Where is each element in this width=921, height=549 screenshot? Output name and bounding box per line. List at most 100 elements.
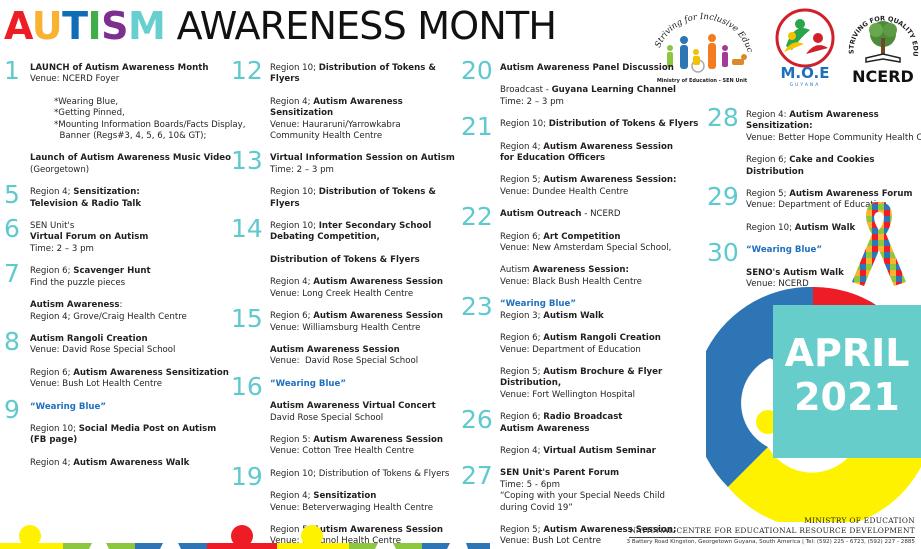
day-number: 29 [707,182,739,212]
event-title: Art Competition [543,231,621,242]
title-letter: T [62,4,88,48]
event-item: Region 4; Sensitization: Television & Rad… [30,187,233,210]
event-detail: Time: 2 – 3 pm [30,243,94,254]
event-title: (FB page) [30,435,78,446]
event-title: Launch of Autism Awareness Music Video [30,153,232,164]
event-text: Region 10; [30,423,79,434]
event-title: Autism Awareness Session; [543,524,677,535]
event-title: Autism Brochure & Flyer Distribution, [500,366,663,389]
event-item: Region 4; Autism Awareness Session for Ed… [500,142,706,165]
event-title: Distribution of Tokens & Flyers [548,119,699,130]
event-detail: Venue: Williamsburg Health Centre [270,322,421,333]
event-detail: Venue: Better Hope Community Health Cent… [746,132,921,143]
event-detail: Venue: NCERD [746,279,809,290]
title-rest: AWARENESS MONTH [165,4,557,48]
event-detail: Venue: Fort Wellington Hospital [500,389,636,400]
autism-ribbon-icon [852,202,906,286]
event-title: Sensitization [313,491,377,502]
event-item: Region 10; Distribution of Tokens & Flye… [270,469,461,480]
event-title: Autism Awareness Sensitization [270,96,403,119]
svg-text:Striving for Inclusive Educati: Striving for Inclusive Education [650,4,754,54]
day-number: 12 [231,56,263,85]
event-item: Region 4: Autism Awareness Sensitization… [746,110,921,144]
event-title: Autism Awareness Forum [789,189,913,200]
day-6: 6 SEN Unit's Virtual Forum on Autism Time: … [4,216,233,255]
day-number: 8 [4,326,20,356]
event-title: Television & Radio Talk [30,198,142,209]
event-text: Region 4; [30,457,74,468]
title-autism: AUTISM [4,4,166,48]
event-text: Region 4; [30,187,74,198]
event-title: LAUNCH of Autism Awareness Month [30,63,209,73]
event-text: Region 5; [270,524,314,535]
event-detail: David Rose Special School [270,412,384,423]
day-16: 16 “Wearing Blue” Autism Awareness Virtual… [231,373,461,458]
title-letter: A [4,4,32,48]
event-title: Autism Awareness Session [313,434,443,445]
event-item: Region 4; Autism Awareness Walk [30,458,233,469]
event-title: Autism Awareness [500,423,590,434]
event-detail: Venue: New Amsterdam Special School, [500,243,672,254]
event-text: Region 10; [270,221,319,232]
event-text: Region 6; [746,155,790,166]
event-detail: Community Health Centre [270,131,383,142]
logo-group: Striving for Inclusive Education Ministr… [650,4,921,90]
footer-ncerd: NATIONAL CENTRE FOR EDUCATIONAL RESOURCE… [629,526,915,538]
event-text: Region 5; [500,175,544,186]
day-14: 14 Region 10; Inter Secondary School Debat… [231,216,461,300]
event-detail: “Coping with your Special Needs Child [500,491,665,502]
day-number: 5 [4,180,20,210]
event-item: SEN Unit's Parent Forum Time: 5 - 6pm “Cop… [500,468,706,514]
day-number: 20 [461,56,493,85]
event-item: Region 6; Radio Broadcast Autism Awarenes… [500,412,706,435]
event-detail: Time: 2 – 3 pm [500,96,564,107]
day-29: 29 Region 5; Autism Awareness Forum Venue:… [707,184,921,234]
event-title: Guyana Learning Channel [551,85,677,96]
event-title: Autism Walk [794,222,856,233]
event-item: Launch of Autism Awareness Music Video (G… [30,153,233,176]
day-13: 13 Virtual Information Session on Autism T… [231,148,461,210]
event-text: Autism [500,265,533,276]
event-title: Autism Awareness Session [270,344,400,355]
event-text: Region 5; [500,524,544,535]
event-text: Region 6; [30,367,74,378]
day-27: 27 SEN Unit's Parent Forum Time: 5 - 6pm “C… [461,463,706,547]
day-23: 23 “Wearing Blue” Region 3; Autism Walk Reg… [461,294,706,401]
event-text: Broadcast - [500,85,552,96]
event-detail: *Getting Pinned, [54,108,125,119]
event-detail: Venue: Department of Education [500,344,641,355]
event-item: Region 4; Virtual Autism Seminar [500,446,706,457]
event-detail: Region 4; Grove/Craig Health Centre [30,311,187,322]
day-number: 22 [461,202,493,232]
event-item: Autism Awareness Session Venue: David Ros… [270,345,461,368]
day-number: 15 [231,304,263,334]
event-item: Region 10; Distribution of Tokens & Flye… [270,187,461,210]
event-title: Autism Outreach [500,209,582,220]
event-item: Distribution of Tokens & Flyers [270,255,461,266]
column-3: 20 Autism Awareness Panel Discussion Broad… [461,58,706,549]
day-26: 26 Region 6; Radio Broadcast Autism Awaren… [461,407,706,457]
event-text: Region 5: [270,434,314,445]
event-item: Region 6; Art Competition Venue: New Amst… [500,232,706,255]
svg-text:NCERD: NCERD [852,67,914,86]
badge-year: 2021 [794,375,900,419]
event-text: Region 10; [270,187,319,198]
event-title: Autism Awareness Sensitization [73,367,229,378]
event-item: Region 5; Autism Brochure & Flyer Distri… [500,367,706,401]
badge-month: APRIL [784,331,910,375]
event-title: Autism Awareness Virtual Concert [270,401,436,412]
svg-text:GUYANA: GUYANA [790,82,821,88]
event-text: Region 5; [746,189,790,200]
event-detail: Venue: Beterverwaging Health Centre [270,502,434,513]
day-number: 26 [461,405,493,435]
event-item: Virtual Information Session on Autism Tim… [270,153,461,176]
event-item: *Wearing Blue, *Getting Pinned, *Mounting … [30,97,246,143]
column-4: 28 Region 4: Autism Awareness Sensitizati… [707,105,921,301]
svg-text:M.O.E: M.O.E [781,64,830,82]
event-text: Region 10; [746,222,795,233]
event-item: Region 6; Autism Rangoli Creation Venue: … [500,333,706,356]
day-8: 8 Autism Rangoli Creation Venue: David Ros… [4,328,233,391]
event-title: Debating Competition, [270,232,380,243]
event-item: SENO's Autism Walk Venue: NCERD [746,268,921,291]
wearing-blue-label: “Wearing Blue” [30,401,106,412]
